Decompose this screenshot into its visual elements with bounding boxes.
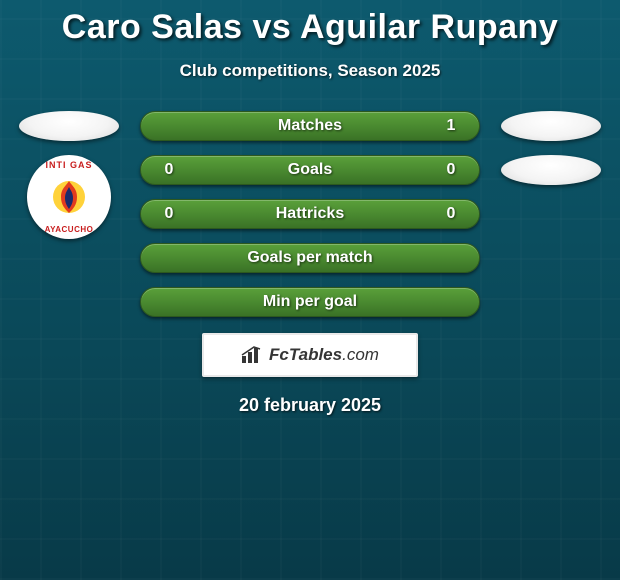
club-badge-placeholder <box>501 155 601 185</box>
comparison-area: INTI GAS AYACUCHO Matches 1 0 Goals 0 <box>0 111 620 317</box>
flame-icon <box>47 175 91 219</box>
brand-box: FcTables.com <box>202 333 418 377</box>
stat-right-value: 0 <box>439 205 463 223</box>
date-text: 20 february 2025 <box>0 395 620 416</box>
left-player-col: INTI GAS AYACUCHO <box>14 111 124 239</box>
stat-left-value: 0 <box>157 161 181 179</box>
stat-label: Goals per match <box>181 249 439 267</box>
stat-row: Matches 1 <box>140 111 480 141</box>
stat-row: Min per goal <box>140 287 480 317</box>
page-subtitle: Club competitions, Season 2025 <box>0 61 620 81</box>
stat-right-value: 0 <box>439 161 463 179</box>
stat-label: Goals <box>181 161 439 179</box>
club-badge: INTI GAS AYACUCHO <box>27 155 111 239</box>
stat-label: Matches <box>181 117 439 135</box>
right-player-col <box>496 111 606 185</box>
stat-left-value: 0 <box>157 205 181 223</box>
stat-row: Goals per match <box>140 243 480 273</box>
badge-top-text: INTI GAS <box>27 160 111 170</box>
player-photo-placeholder <box>501 111 601 141</box>
page-title: Caro Salas vs Aguilar Rupany <box>0 0 620 47</box>
stat-rows: Matches 1 0 Goals 0 0 Hattricks 0 Goals … <box>140 111 480 317</box>
stat-label: Hattricks <box>181 205 439 223</box>
bars-icon <box>241 346 263 364</box>
brand-name: FcTables.com <box>269 345 379 365</box>
stat-right-value: 1 <box>439 117 463 135</box>
stat-row: 0 Hattricks 0 <box>140 199 480 229</box>
stat-label: Min per goal <box>181 293 439 311</box>
stat-row: 0 Goals 0 <box>140 155 480 185</box>
badge-bottom-text: AYACUCHO <box>27 225 111 234</box>
player-photo-placeholder <box>19 111 119 141</box>
